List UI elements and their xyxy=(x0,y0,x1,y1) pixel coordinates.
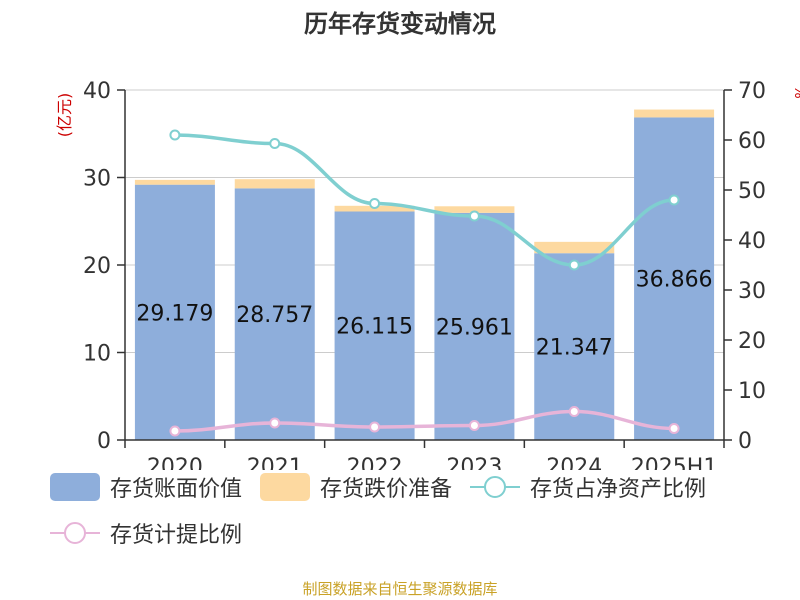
right-axis-tick-label: 50 xyxy=(738,179,766,204)
right-axis-tick-label: 70 xyxy=(738,79,766,104)
right-axis-tick-label: 60 xyxy=(738,129,766,154)
line-provision-ratio-point xyxy=(169,425,181,437)
bar-data-label: 29.179 xyxy=(136,301,213,326)
x-axis-tick-label: 2020 xyxy=(147,455,203,470)
legend-swatch-impairment xyxy=(260,473,311,501)
legend-item-net-asset-ratio[interactable]: 存货占净资产比例 xyxy=(470,470,706,504)
right-axis-tick-label: 20 xyxy=(738,329,766,354)
line-net-asset-ratio-point xyxy=(568,259,580,271)
bar-data-label: 26.115 xyxy=(336,315,413,340)
legend-label-provision-ratio: 存货计提比例 xyxy=(110,523,243,548)
right-axis-tick-label: 30 xyxy=(738,279,766,304)
bar-data-label: 21.347 xyxy=(536,336,613,361)
bar-data-label: 25.961 xyxy=(436,315,513,340)
left-axis-tick-label: 30 xyxy=(83,167,111,192)
line-provision-ratio-point xyxy=(269,417,281,429)
line-net-asset-ratio-point xyxy=(269,138,281,149)
legend-line-net-asset-ratio xyxy=(470,476,521,498)
left-axis-tick-label: 0 xyxy=(97,429,111,454)
footer-source: 制图数据来自恒生聚源数据库 xyxy=(302,580,498,598)
bar-data-label: 28.757 xyxy=(236,303,313,328)
legend-swatch-book-value xyxy=(50,473,100,501)
bar-impairment xyxy=(434,206,515,213)
legend-item-impairment[interactable]: 存货跌价准备 xyxy=(260,470,452,504)
x-axis-tick-label: 2022 xyxy=(347,455,403,470)
right-axis-tick-label: 40 xyxy=(738,229,766,254)
left-axis-label: (亿元) xyxy=(55,93,74,138)
line-net-asset-ratio-point xyxy=(668,194,680,206)
left-axis-tick-label: 20 xyxy=(83,254,111,279)
legend-line-provision-ratio xyxy=(50,522,100,544)
x-axis-tick-label: 2025H1 xyxy=(631,455,718,470)
line-net-asset-ratio-point xyxy=(169,129,181,141)
legend-label-net-asset-ratio: 存货占净资产比例 xyxy=(530,477,707,502)
right-axis-tick-label: 10 xyxy=(738,379,766,404)
legend-label-book-value: 存货账面价值 xyxy=(110,477,243,502)
chart-title: 历年存货变动情况 xyxy=(304,10,496,38)
bar-impairment xyxy=(134,179,215,185)
bar-book-value xyxy=(634,117,715,441)
x-axis-tick-label: 2023 xyxy=(446,455,502,470)
line-provision-ratio-point xyxy=(369,421,381,433)
line-provision-ratio xyxy=(174,409,675,433)
bar-book-value xyxy=(334,211,415,440)
x-axis-tick-label: 2024 xyxy=(546,455,602,470)
x-axis-tick-label: 2021 xyxy=(247,455,303,470)
left-axis-tick-label: 10 xyxy=(83,342,111,367)
bar-impairment xyxy=(634,109,715,118)
bar-book-value xyxy=(434,212,515,440)
chart-plot: 0 10 20 30 40 0 10 20 30 40 50 60 70 (亿元)% 2020 2021 202… xyxy=(55,79,800,470)
bar-book-value xyxy=(134,184,215,440)
chart-legend: 存货账面价值 存货跌价准备 存货占净资产比例 存货计提比例 xyxy=(50,470,790,550)
left-axis-tick-label: 40 xyxy=(83,79,111,104)
bar-impairment xyxy=(234,179,315,189)
line-provision-ratio-point xyxy=(668,423,680,434)
legend-item-provision-ratio[interactable]: 存货计提比例 xyxy=(50,516,242,550)
line-net-asset-ratio-point xyxy=(369,198,381,209)
bar-data-label: 36.866 xyxy=(636,268,713,293)
bar-book-value xyxy=(234,188,315,440)
legend-item-book-value[interactable]: 存货账面价值 xyxy=(50,470,242,504)
line-net-asset-ratio-point xyxy=(468,210,480,222)
line-provision-ratio-point xyxy=(568,406,580,417)
line-provision-ratio-point xyxy=(468,420,480,431)
right-axis-label: % xyxy=(791,85,800,98)
right-axis-tick-label: 0 xyxy=(738,429,752,454)
bar-impairment xyxy=(534,241,615,254)
legend-label-impairment: 存货跌价准备 xyxy=(320,477,453,502)
